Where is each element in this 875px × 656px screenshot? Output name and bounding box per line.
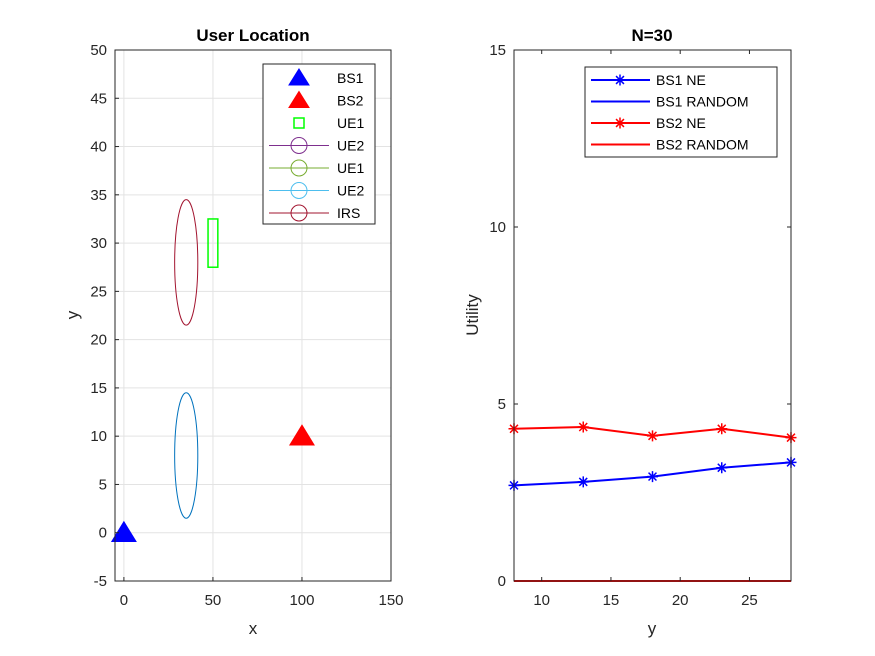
y-axis-label: y (63, 310, 82, 319)
legend-square-icon (293, 117, 305, 129)
y-tick-label: 40 (90, 139, 107, 156)
y-tick-label: 15 (90, 380, 107, 397)
legend-label: BS1 RANDOM (656, 94, 749, 110)
tick-marks: 10 15 20 25 0 5 10 15 (489, 42, 791, 609)
legend-label: UE1 (337, 115, 364, 131)
legend-box (262, 63, 376, 225)
x-axis-label: x (249, 619, 258, 638)
x-tick-label: 100 (289, 592, 314, 609)
legend-circle-icon (290, 204, 308, 222)
legend-label: UE1 (337, 160, 364, 176)
legend: BS1 NE BS1 RANDOM BS2 NE BS2 RANDOM (584, 66, 778, 158)
y-tick-label: 45 (90, 90, 107, 107)
legend-label: IRS (337, 205, 360, 221)
y-tick-label: 30 (90, 235, 107, 252)
y-tick-label: 10 (489, 219, 506, 236)
legend: BS1 BS2 UE1 UE2 UE1 UE2 IRS (262, 63, 376, 225)
legend-circle-icon (290, 182, 308, 199)
chart-title: User Location (196, 26, 309, 45)
x-axis-label: y (648, 619, 657, 638)
y-tick-label: -5 (94, 573, 107, 590)
bs2-marker (288, 424, 315, 446)
legend-label: BS1 (337, 70, 364, 86)
y-tick-label: 25 (90, 283, 107, 300)
legend-label: BS2 RANDOM (656, 137, 749, 153)
legend-asterisk-icon (614, 74, 626, 86)
ue1-square (207, 218, 219, 268)
x-tick-label: 15 (603, 592, 620, 609)
legend-label: BS1 NE (656, 72, 706, 88)
y-tick-label: 10 (90, 428, 107, 445)
legend-label: UE2 (337, 183, 364, 199)
y-tick-label: 5 (99, 476, 107, 493)
tick-marks: 0 50 100 150 -5 0 5 10 15 20 25 30 35 40 45 50 (90, 42, 403, 609)
y-tick-label: 35 (90, 187, 107, 204)
y-tick-label: 5 (498, 396, 506, 413)
chart-title: N=30 (631, 26, 672, 45)
legend-asterisk-icon (614, 117, 626, 129)
bs1-marker (110, 520, 137, 543)
legend-circle-icon (290, 159, 308, 177)
series-point (716, 462, 728, 474)
legend-label: UE2 (337, 138, 364, 154)
y-tick-label: 0 (99, 525, 107, 542)
y-tick-label: 20 (90, 332, 107, 349)
legend-triangle-icon (288, 90, 310, 108)
x-tick-label: 25 (741, 592, 758, 609)
series-point (716, 423, 728, 435)
series-point (647, 471, 658, 483)
x-tick-label: 50 (205, 592, 222, 609)
y-tick-label: 0 (498, 573, 506, 590)
legend-label: BS2 NE (656, 115, 706, 131)
x-tick-label: 0 (120, 592, 128, 609)
x-tick-label: 10 (533, 592, 550, 609)
x-tick-label: 20 (672, 592, 689, 609)
y-axis-label: Utility (463, 294, 482, 336)
ue2-circle (174, 392, 199, 519)
y-tick-label: 15 (489, 42, 506, 59)
irs-circle (174, 199, 199, 326)
y-tick-label: 50 (90, 42, 107, 59)
series-point (577, 476, 589, 488)
legend-label: BS2 (337, 93, 364, 109)
legend-circle-icon (290, 137, 308, 154)
plot-marks (110, 199, 315, 543)
x-tick-label: 150 (378, 592, 403, 609)
axes-box (114, 49, 392, 582)
series-point (647, 430, 658, 442)
series-point (577, 421, 589, 433)
legend-triangle-icon (288, 68, 310, 86)
user-location-plot: 0 50 100 150 -5 0 5 10 15 20 25 30 35 40 45 50 User Loc… (63, 26, 404, 638)
axes-box (513, 49, 792, 582)
